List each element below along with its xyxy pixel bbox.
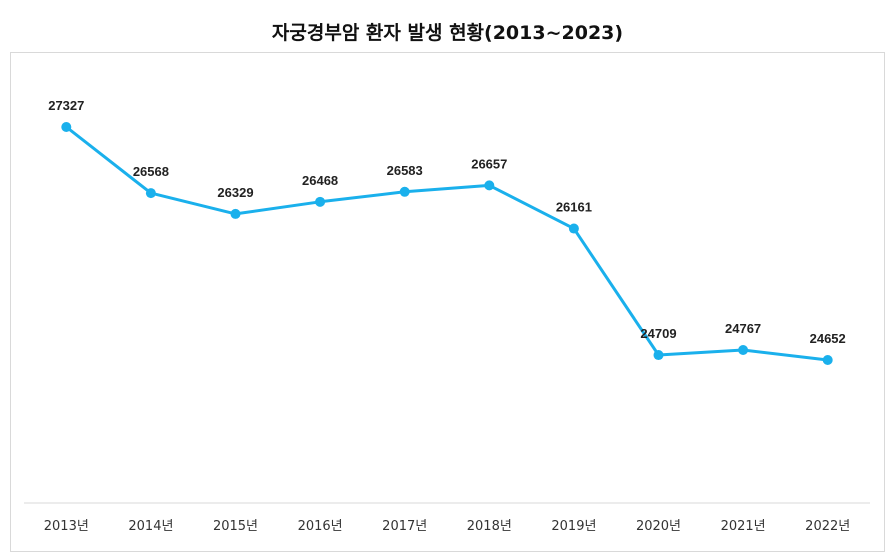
data-point-2019년 bbox=[568, 223, 579, 234]
chart-title: 자궁경부암 환자 발생 현황(2013~2023) bbox=[271, 22, 624, 44]
data-point-2017년 bbox=[399, 186, 410, 197]
data-point-2016년 bbox=[315, 196, 326, 207]
data-label-2013년: 27327 bbox=[48, 98, 84, 113]
data-point-2015년 bbox=[230, 208, 241, 219]
data-point-2013년 bbox=[61, 122, 72, 132]
data-point-2018년 bbox=[484, 180, 495, 191]
x-tick-label: 2022년 bbox=[805, 519, 850, 534]
data-label-2017년: 26583 bbox=[387, 163, 423, 178]
x-tick-label: 2014년 bbox=[128, 519, 173, 534]
data-label-2014년: 26568 bbox=[133, 164, 169, 179]
x-tick-label: 2013년 bbox=[44, 519, 89, 534]
data-point-2020년 bbox=[653, 350, 664, 361]
x-tick-label: 2019년 bbox=[551, 519, 596, 534]
data-point-2014년 bbox=[145, 188, 156, 199]
data-label-2020년: 24709 bbox=[640, 326, 676, 341]
data-label-2015년: 26329 bbox=[217, 185, 253, 200]
series-line bbox=[65, 125, 828, 362]
x-tick-label: 2020년 bbox=[636, 519, 681, 534]
x-tick-label: 2021년 bbox=[721, 519, 766, 534]
chart-frame bbox=[10, 52, 885, 552]
x-tick-label: 2017년 bbox=[382, 519, 427, 534]
data-label-2022년: 24652 bbox=[810, 331, 846, 346]
data-label-2019년: 26161 bbox=[556, 200, 592, 215]
data-point-2022년 bbox=[822, 355, 833, 365]
x-tick-label: 2015년 bbox=[213, 519, 258, 534]
data-label-2021년: 24767 bbox=[725, 321, 761, 336]
data-label-2018년: 26657 bbox=[471, 156, 507, 171]
data-label-2016년: 26468 bbox=[302, 173, 338, 188]
x-tick-label: 2018년 bbox=[467, 519, 512, 534]
x-tick-label: 2016년 bbox=[298, 519, 343, 534]
data-point-2021년 bbox=[738, 344, 749, 355]
